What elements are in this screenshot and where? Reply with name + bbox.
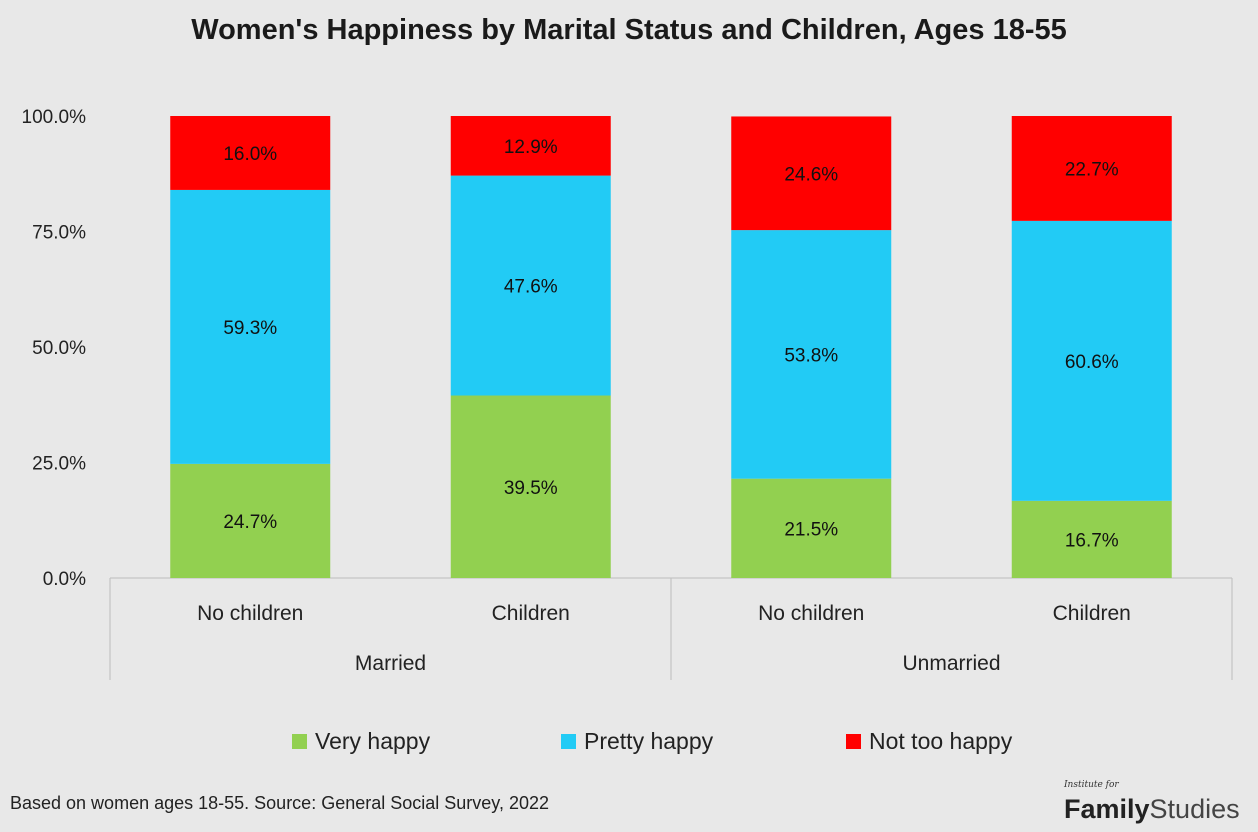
bar-segment-pretty-happy bbox=[1011, 220, 1172, 501]
legend-item-not-too-happy: Not too happy bbox=[846, 728, 1012, 755]
brand-studies: Studies bbox=[1149, 794, 1240, 824]
x-category-label: Children bbox=[1053, 602, 1131, 625]
bar-segment-very-happy bbox=[731, 478, 892, 578]
data-label-very-happy: 24.7% bbox=[223, 512, 277, 533]
data-label-pretty-happy: 47.6% bbox=[504, 277, 558, 298]
legend-item-pretty-happy: Pretty happy bbox=[561, 728, 713, 755]
chart-legend: Very happy Pretty happy Not too happy bbox=[0, 728, 1258, 758]
data-label-very-happy: 16.7% bbox=[1065, 530, 1119, 551]
bar-segment-very-happy bbox=[1011, 500, 1172, 578]
x-category-label: No children bbox=[758, 602, 864, 625]
bar-segment-pretty-happy bbox=[170, 189, 331, 464]
data-label-pretty-happy: 53.8% bbox=[784, 345, 838, 366]
chart-title: Women's Happiness by Marital Status and … bbox=[191, 14, 1067, 46]
legend-swatch-pretty-happy bbox=[561, 734, 576, 749]
data-label-not-too-happy: 24.6% bbox=[784, 164, 838, 185]
data-label-pretty-happy: 60.6% bbox=[1065, 352, 1119, 373]
data-label-very-happy: 21.5% bbox=[784, 519, 838, 540]
legend-label-not-too-happy: Not too happy bbox=[869, 728, 1013, 754]
data-label-not-too-happy: 12.9% bbox=[504, 137, 558, 158]
bar-segment-pretty-happy bbox=[731, 230, 892, 479]
y-tick-label: 75.0% bbox=[32, 223, 86, 244]
bar-segment-not-too-happy bbox=[170, 116, 331, 190]
y-tick-label: 0.0% bbox=[43, 569, 86, 590]
data-label-very-happy: 39.5% bbox=[504, 478, 558, 499]
data-label-pretty-happy: 59.3% bbox=[223, 318, 277, 339]
bar-segment-pretty-happy bbox=[450, 175, 611, 396]
x-group-label: Married bbox=[355, 652, 426, 675]
y-tick-label: 100.0% bbox=[22, 107, 87, 128]
legend-label-very-happy: Very happy bbox=[315, 728, 431, 754]
x-category-label: No children bbox=[197, 602, 303, 625]
stacked-bar-chart: 0.0% 25.0% 50.0% 75.0% 100.0% 24.7% 59.3% 16.0%… bbox=[22, 107, 1233, 680]
bar-segment-not-too-happy bbox=[731, 116, 892, 231]
bar-segment-not-too-happy bbox=[1011, 116, 1172, 221]
brand-prefix: Institute for bbox=[1064, 780, 1119, 790]
y-tick-label: 50.0% bbox=[32, 338, 86, 359]
brand-name: FamilyStudies bbox=[1064, 794, 1240, 825]
legend-swatch-not-too-happy bbox=[846, 734, 861, 749]
x-group-label: Unmarried bbox=[902, 652, 1000, 675]
bar-segment-not-too-happy bbox=[450, 116, 611, 176]
legend-item-very-happy: Very happy bbox=[292, 728, 430, 755]
x-category-label: Children bbox=[492, 602, 570, 625]
brand-logo: Institute for FamilyStudies bbox=[1038, 780, 1240, 828]
brand-family: Family bbox=[1064, 794, 1150, 824]
y-tick-label: 25.0% bbox=[32, 454, 86, 475]
legend-swatch-very-happy bbox=[292, 734, 307, 749]
data-label-not-too-happy: 22.7% bbox=[1065, 159, 1119, 180]
bar-segment-very-happy bbox=[170, 463, 331, 578]
legend-label-pretty-happy: Pretty happy bbox=[584, 728, 714, 754]
bar-segment-very-happy bbox=[450, 395, 611, 578]
data-label-not-too-happy: 16.0% bbox=[223, 144, 277, 165]
source-footnote: Based on women ages 18-55. Source: Gener… bbox=[10, 793, 549, 813]
